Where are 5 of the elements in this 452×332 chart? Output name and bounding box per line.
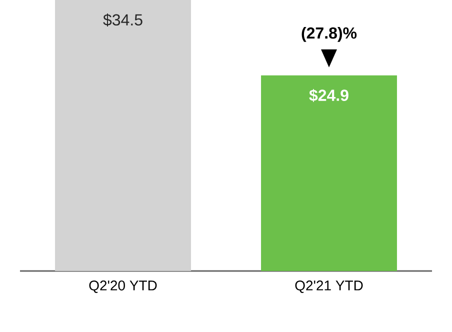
annotation: (27.8)% bbox=[302, 26, 357, 42]
x-tick-label: Q2'20 YTD bbox=[89, 280, 157, 293]
data-label: $24.9 bbox=[309, 88, 348, 102]
x-tick-label: Q2'21 YTD bbox=[295, 280, 363, 293]
data-label: $34.5 bbox=[103, 14, 142, 26]
